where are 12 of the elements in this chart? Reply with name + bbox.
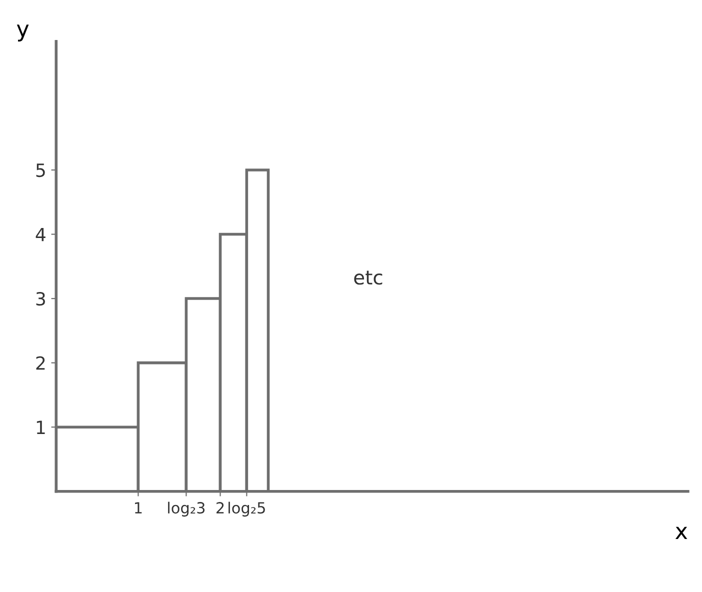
x-tick-label: log₂3 <box>168 502 205 517</box>
y-tick-label: 2 <box>36 356 45 370</box>
y-tick-label: 3 <box>36 292 45 306</box>
x-tick-label: log₂5 <box>228 502 265 517</box>
x-tick-label: 1 <box>135 502 142 514</box>
y-tick-label: 5 <box>36 164 45 178</box>
annotation: etc <box>354 270 382 285</box>
y-tick-label: 4 <box>36 228 46 242</box>
y-axis-title: y <box>16 24 29 42</box>
y-tick-label: 1 <box>36 420 45 434</box>
x-axis-title: x <box>675 526 688 540</box>
x-tick-label: 2 <box>216 502 224 514</box>
